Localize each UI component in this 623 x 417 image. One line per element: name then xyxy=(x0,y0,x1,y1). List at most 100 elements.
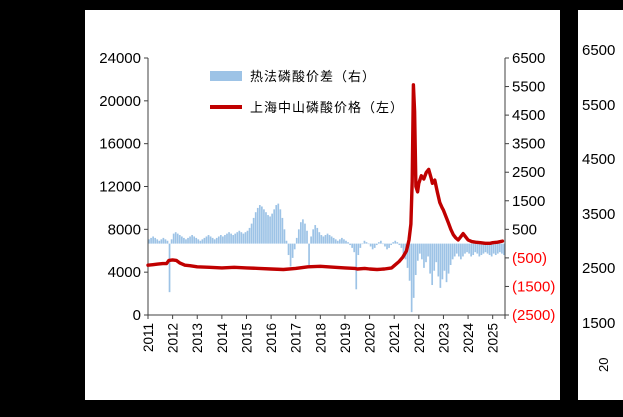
adjacent-chart-axis-panel: 6500 5500 4500 3500 2500 1500 20 xyxy=(578,10,623,400)
spread-bar xyxy=(308,243,310,266)
spread-bar xyxy=(349,243,351,246)
spread-bar xyxy=(291,243,294,258)
spread-bar xyxy=(250,223,253,244)
spread-bar xyxy=(166,240,169,244)
spread-bar xyxy=(273,209,276,244)
x-axis-year-label: 2021 xyxy=(387,323,402,353)
spread-bar xyxy=(332,237,335,244)
spread-bar xyxy=(211,237,214,244)
spread-bar xyxy=(289,243,292,267)
spread-bar xyxy=(297,229,300,244)
spread-bar xyxy=(265,212,267,244)
spread-bar xyxy=(300,222,302,244)
spread-bar xyxy=(219,235,222,244)
spread-bar xyxy=(398,243,401,246)
side-axis-tick-label: 2500 xyxy=(582,260,616,277)
spread-bar xyxy=(447,243,450,274)
spread-bar xyxy=(433,243,436,271)
side-x-axis-label-partial: 20 xyxy=(596,357,611,372)
spread-bar xyxy=(287,243,290,256)
spread-bar xyxy=(244,232,247,244)
side-axis-tick-label: 1500 xyxy=(582,314,616,332)
x-axis-year-label: 2019 xyxy=(338,323,353,353)
spread-bar xyxy=(480,243,483,256)
x-axis-year-label: 2017 xyxy=(289,323,304,353)
spread-bar xyxy=(178,235,181,244)
x-axis-year-label: 2013 xyxy=(190,323,205,353)
x-axis-year-label: 2025 xyxy=(486,323,501,353)
spread-bar xyxy=(427,243,429,257)
spread-bar xyxy=(295,237,298,244)
spread-bar xyxy=(464,243,466,254)
spread-bar xyxy=(203,237,206,244)
spread-bar xyxy=(263,209,265,244)
left-axis-tick-label: 8000 xyxy=(108,221,141,238)
spread-bar xyxy=(484,243,487,253)
right-axis-tick-label: 4500 xyxy=(512,107,545,124)
right-axis-tick-label: (2500) xyxy=(512,307,555,324)
spread-bar xyxy=(162,237,165,244)
spread-bar xyxy=(189,236,191,244)
legend-label-price: 上海中山磷酸价格（左） xyxy=(250,100,405,115)
spread-bar xyxy=(382,243,384,245)
spread-bar xyxy=(470,243,472,257)
spread-bar xyxy=(232,235,234,244)
spread-bar-swatch xyxy=(210,70,242,81)
spread-bar xyxy=(258,205,261,244)
spread-bar xyxy=(363,240,366,244)
spread-bar xyxy=(429,243,431,274)
spread-bar xyxy=(435,243,438,263)
spread-bar xyxy=(148,239,150,244)
spread-bar xyxy=(455,243,458,254)
spread-bar xyxy=(445,243,448,283)
legend-item-price: 上海中山磷酸价格（左） xyxy=(210,97,404,116)
spread-bar xyxy=(310,236,312,244)
right-axis-tick-label: (1500) xyxy=(512,278,555,295)
right-axis-tick-label: 5500 xyxy=(512,79,545,96)
spread-bar xyxy=(494,243,497,256)
side-axis-tick-label: 4500 xyxy=(582,151,616,168)
spread-bar xyxy=(359,243,362,248)
spread-bar xyxy=(195,237,198,244)
price-line xyxy=(146,83,505,272)
spread-bar xyxy=(439,243,442,288)
spread-bar xyxy=(361,243,364,245)
spread-bar xyxy=(338,239,341,244)
spread-bar xyxy=(392,242,395,244)
spread-bar xyxy=(238,230,241,244)
spread-bar xyxy=(423,243,425,268)
spread-bar xyxy=(256,207,259,244)
spread-bar xyxy=(246,230,249,244)
spread-bar xyxy=(367,243,370,245)
spread-bar xyxy=(390,243,392,246)
spread-bar xyxy=(441,243,444,280)
spread-bar xyxy=(431,243,434,286)
spread-bar xyxy=(197,239,200,244)
left-axis-tick-label: 12000 xyxy=(99,179,141,196)
spread-bar xyxy=(336,240,339,244)
spread-bar xyxy=(380,240,382,244)
left-axis-tick-label: 20000 xyxy=(99,93,141,110)
spread-bar xyxy=(320,235,323,244)
left-axis-tick-label: 0 xyxy=(133,307,141,324)
side-axis-tick-label: 5500 xyxy=(582,96,616,114)
spread-bar xyxy=(486,243,489,254)
spread-bar xyxy=(285,240,288,244)
spread-bar xyxy=(343,239,345,244)
spread-bar xyxy=(400,243,403,248)
spread-bar xyxy=(281,217,284,244)
spread-bar xyxy=(466,243,468,253)
spread-bar xyxy=(312,229,315,244)
spread-bar xyxy=(488,243,491,256)
x-axis-year-label: 2018 xyxy=(313,323,328,353)
spread-bar xyxy=(443,243,446,271)
spread-bar xyxy=(240,232,243,244)
spread-bar xyxy=(373,243,376,248)
spread-bar xyxy=(205,236,208,244)
spread-bar xyxy=(371,243,374,250)
spread-bar xyxy=(490,243,493,257)
spread-bar xyxy=(476,243,479,254)
left-axis-tick-label: 16000 xyxy=(99,136,141,153)
spread-bar xyxy=(156,239,159,244)
